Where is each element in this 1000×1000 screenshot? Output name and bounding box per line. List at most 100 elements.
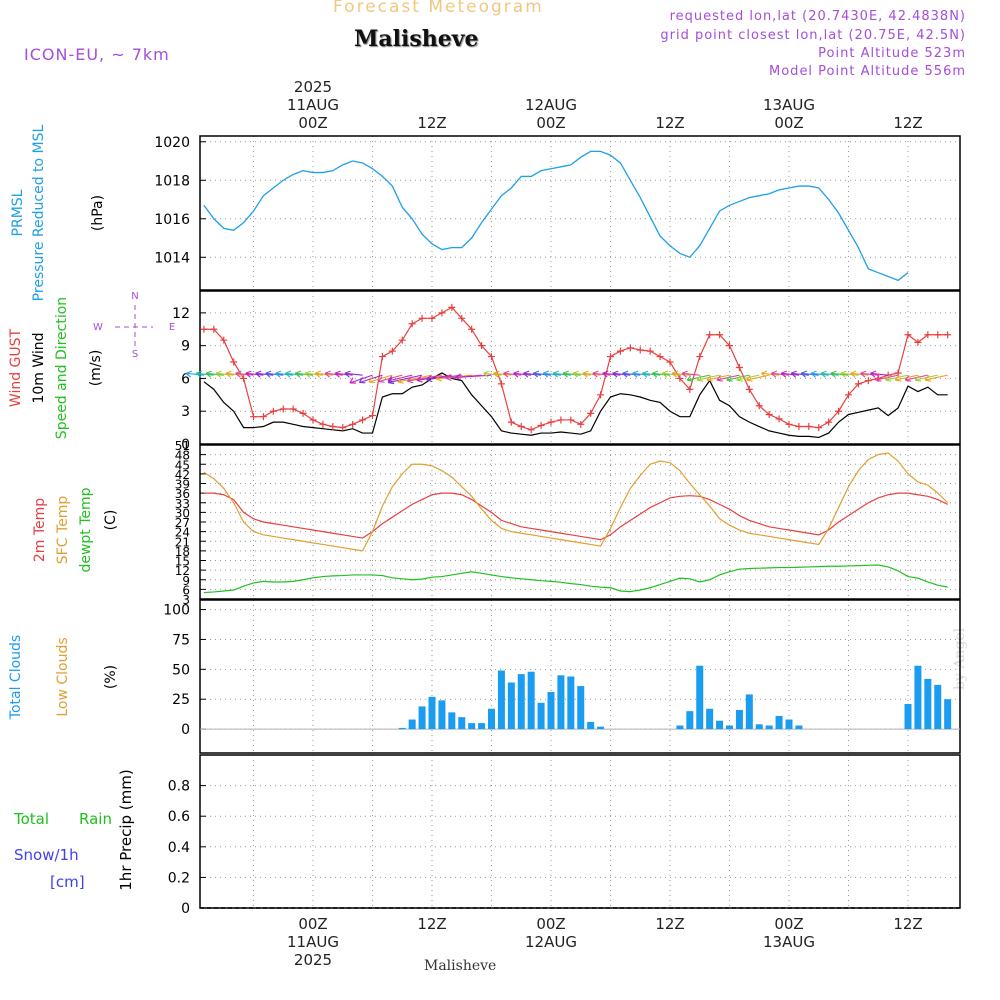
wind-arrow-head bbox=[760, 370, 768, 378]
wind-arrow-head bbox=[810, 370, 817, 378]
temperature-y-tick-label: 33 bbox=[175, 497, 190, 511]
cloud-bar bbox=[597, 726, 605, 730]
cloud-bar bbox=[468, 723, 476, 730]
wind-gust-marker bbox=[319, 420, 327, 428]
wind-arrow-head bbox=[324, 370, 331, 378]
compass-w: W bbox=[93, 322, 103, 333]
cloud-bar bbox=[904, 703, 912, 730]
wind-arrow-head bbox=[522, 370, 530, 378]
cloud-bar bbox=[735, 709, 743, 730]
wind-arrow-head bbox=[904, 375, 912, 382]
point-altitude: Point Altitude 523m bbox=[818, 46, 966, 61]
wind-arrow-head bbox=[780, 370, 787, 378]
clouds-y-tick-label: 75 bbox=[172, 632, 190, 648]
wind-gust-marker bbox=[240, 374, 248, 382]
wind-arrow-head bbox=[503, 370, 510, 378]
wind-arrow-head bbox=[622, 370, 629, 378]
precip-y-tick-label: 0 bbox=[181, 901, 190, 917]
wind-arrow bbox=[186, 372, 204, 376]
label-wind-units: (m/s) bbox=[88, 350, 104, 387]
wind-gust-marker bbox=[428, 314, 436, 322]
bottom-time-label: 00Z bbox=[536, 915, 565, 933]
wind-arrow-head bbox=[914, 375, 922, 382]
wind-panel-frame bbox=[199, 290, 961, 445]
wind-gust-marker bbox=[904, 331, 912, 339]
bottom-time-label: 12Z bbox=[893, 915, 922, 933]
wind-arrow-head bbox=[572, 370, 579, 378]
wind-arrow-head bbox=[632, 370, 639, 378]
wind-arrow-head bbox=[706, 375, 713, 382]
wind-arrow bbox=[602, 372, 621, 376]
bottom-time-label: 00Z bbox=[774, 915, 803, 933]
wind-gust-marker bbox=[726, 342, 733, 350]
wind-arrow bbox=[622, 372, 641, 376]
wind-gust-marker bbox=[448, 303, 456, 311]
wind-arrow-head bbox=[435, 374, 443, 382]
wind-arrow-head bbox=[885, 375, 892, 382]
wind-y-tick-label: 6 bbox=[181, 371, 190, 387]
cloud-bar bbox=[527, 671, 535, 730]
wind-arrow bbox=[572, 372, 591, 376]
wind-gust-marker bbox=[706, 331, 714, 339]
wind-arrow-head bbox=[513, 370, 520, 378]
temperature-panel-frame bbox=[199, 444, 961, 600]
wind-gust-marker bbox=[686, 385, 694, 393]
wind-arrow-head bbox=[602, 370, 609, 378]
bottom-time-label: 12Z bbox=[417, 915, 446, 933]
wind-gust-marker bbox=[230, 358, 238, 366]
wind-gust-marker bbox=[835, 407, 843, 415]
cloud-bar bbox=[488, 708, 495, 730]
wind-gust-marker bbox=[735, 364, 743, 371]
wind-gust-marker bbox=[497, 380, 505, 388]
top-time-label: 00Z bbox=[774, 114, 803, 132]
wind-arrow-head bbox=[542, 370, 549, 378]
wind-arrow-head bbox=[483, 370, 490, 378]
wind-arrow bbox=[924, 374, 948, 381]
wind-arrow bbox=[533, 372, 552, 376]
cloud-bar bbox=[497, 670, 505, 730]
wind-arrow bbox=[245, 372, 264, 376]
wind-arrow bbox=[681, 372, 700, 376]
wind-gust-marker bbox=[547, 418, 555, 426]
top-time-label: 2025 bbox=[294, 78, 332, 96]
cloud-bar bbox=[726, 725, 733, 730]
wind-arrow-head bbox=[378, 376, 385, 383]
wind-arrow-head bbox=[894, 375, 902, 382]
wind-arrow-head bbox=[397, 376, 404, 384]
temperature-y-tick-label: 21 bbox=[175, 535, 190, 549]
pressure-y-tick-label: 1016 bbox=[154, 212, 190, 228]
pressure-panel-frame bbox=[199, 135, 961, 291]
wind-arrow-head bbox=[924, 375, 932, 382]
wind-arrow-head bbox=[368, 376, 375, 384]
wind-gust-marker bbox=[507, 418, 515, 426]
wind-arrow-head bbox=[736, 375, 743, 382]
wind-arrow bbox=[810, 372, 829, 376]
wind-gust-marker bbox=[269, 407, 277, 415]
wind-arrow-head bbox=[770, 370, 778, 378]
wind-arrow bbox=[407, 374, 443, 382]
wind-gust-marker bbox=[567, 416, 575, 424]
temperature-y-tick-label: 15 bbox=[175, 555, 190, 569]
label-snow-units: [cm] bbox=[50, 873, 85, 891]
temperature-y-tick-label: 27 bbox=[175, 516, 190, 530]
wind-gust-marker bbox=[438, 309, 446, 317]
cloud-bar bbox=[706, 708, 714, 730]
pressure-y-tick-label: 1014 bbox=[154, 250, 190, 266]
label-wind-speed-direction: Speed and Direction bbox=[54, 297, 70, 439]
wind-arrow-head bbox=[205, 370, 212, 378]
wind-gust-marker bbox=[775, 415, 783, 423]
wind-arrow-head bbox=[195, 370, 202, 378]
wind-arrow bbox=[225, 372, 244, 376]
wind-arrow bbox=[503, 372, 522, 376]
wind-gust-marker bbox=[250, 413, 257, 421]
top-time-label: 12Z bbox=[655, 114, 684, 132]
cloud-bar bbox=[587, 721, 595, 730]
top-time-label: 11AUG bbox=[287, 96, 339, 114]
precip-y-tick-label: 0.2 bbox=[168, 870, 190, 886]
wind-gust-marker bbox=[696, 353, 704, 361]
bottom-time-label: 12Z bbox=[655, 915, 684, 933]
bottom-time-label: 11AUG bbox=[287, 933, 339, 951]
cloud-bar bbox=[517, 674, 525, 730]
wind-arrow-head bbox=[671, 370, 678, 378]
